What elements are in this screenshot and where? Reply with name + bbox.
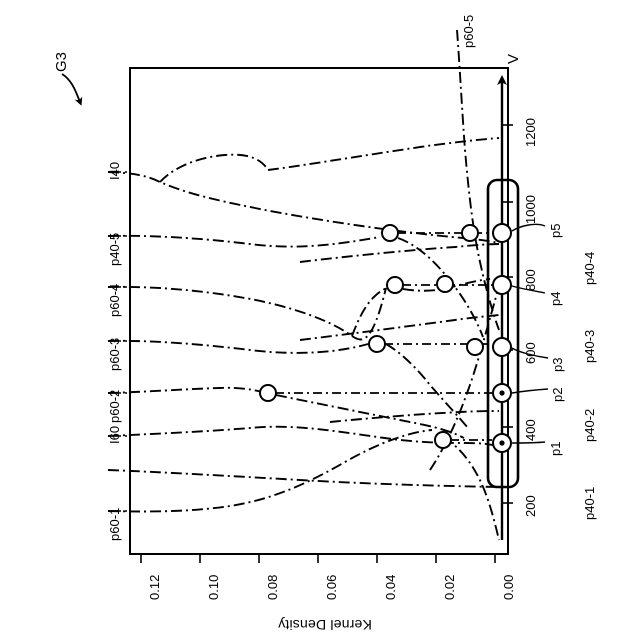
peak-markers xyxy=(259,224,484,449)
axis-marker-p1-dot xyxy=(499,440,505,446)
axis-markers xyxy=(492,223,512,453)
axis-marker-p2-dot xyxy=(499,390,505,396)
peak-value-group-box xyxy=(486,178,520,489)
axis-marker-p4 xyxy=(492,275,512,295)
curve-p60-2-r xyxy=(275,394,465,439)
curve-p60-4 xyxy=(107,285,387,341)
peak-connector-lines xyxy=(275,232,492,441)
curve-p40-5 xyxy=(107,234,381,248)
curve-I40-b xyxy=(159,153,269,183)
curve-p40-4 xyxy=(299,243,500,263)
value-tick-600: 600 xyxy=(523,342,538,364)
density-tick-6: 0.00 xyxy=(501,574,516,600)
peak-marker-p4 xyxy=(386,276,404,294)
curve-I60 xyxy=(107,425,500,448)
density-axis-ticks xyxy=(140,554,496,563)
series-label-p40-5: p40-5 xyxy=(107,232,122,266)
leader-p3 xyxy=(511,347,549,359)
peak-marker-p3b xyxy=(461,224,479,242)
g3-pointer-arrow xyxy=(61,73,83,106)
peak-label-p5: p5 xyxy=(548,223,563,238)
axis-marker-p3 xyxy=(492,337,512,357)
series-label-p60-3: p60-3 xyxy=(107,337,122,371)
value-tick-1000: 1000 xyxy=(523,195,538,224)
peak-label-p2: p2 xyxy=(550,387,565,402)
series-label-p40-3: p40-3 xyxy=(582,329,597,363)
peak-marker-p3 xyxy=(368,335,386,353)
density-tick-5: 0.02 xyxy=(442,574,457,600)
curve-p60-3 xyxy=(107,339,369,354)
leader-p4 xyxy=(511,285,546,294)
peak-marker-p5 xyxy=(381,224,399,242)
value-tick-800: 800 xyxy=(523,269,538,291)
peak-label-p4: p4 xyxy=(548,291,563,306)
density-tick-3: 0.06 xyxy=(324,574,339,600)
curve-p60-1-r xyxy=(442,436,500,541)
series-label-p60-4: p60-4 xyxy=(107,283,122,317)
figure-id-label: G3 xyxy=(53,51,70,72)
curve-p60-3-r xyxy=(385,343,469,429)
left-label-leaders xyxy=(112,171,131,512)
peak-marker-p1 xyxy=(434,431,452,449)
series-label-p60-1: p60-1 xyxy=(107,507,122,541)
value-tick-200: 200 xyxy=(523,495,538,517)
curve-I40-c xyxy=(267,137,500,171)
peak-marker-p2 xyxy=(259,384,277,402)
series-label-p40-1: p40-1 xyxy=(582,486,597,520)
curve-I40 xyxy=(107,171,500,244)
peak-label-p1: p1 xyxy=(548,441,563,456)
series-label-p40-4: p40-4 xyxy=(582,251,597,285)
curve-p40-2 xyxy=(329,410,500,423)
peak-marker-p2b xyxy=(466,338,484,356)
leader-p2 xyxy=(511,388,549,394)
curve-p60-4-s xyxy=(351,286,390,337)
curve-p40-1 xyxy=(107,469,500,488)
density-axis-title: Kernel Density xyxy=(278,617,372,633)
value-tick-400: 400 xyxy=(523,419,538,441)
density-tick-2: 0.08 xyxy=(265,574,280,600)
curve-p60-5 xyxy=(456,29,500,331)
plot-frame xyxy=(129,67,509,555)
label-leader-lines xyxy=(511,223,549,444)
leader-p1 xyxy=(511,441,546,444)
series-label-I60: I60 xyxy=(107,425,122,444)
leader-p5 xyxy=(511,223,546,232)
density-tick-0: 0.12 xyxy=(147,574,162,600)
series-label-p40-2: p40-2 xyxy=(582,408,597,442)
curve-p60-1 xyxy=(107,429,433,513)
peak-marker-p4b xyxy=(436,275,454,293)
density-tick-4: 0.04 xyxy=(383,574,398,600)
density-tick-1: 0.10 xyxy=(206,574,221,600)
value-tick-1200: 1200 xyxy=(523,118,538,147)
curve-p60-2 xyxy=(107,386,263,394)
series-label-p60-2: p60-2 xyxy=(107,389,122,423)
series-label-I40: I40 xyxy=(107,161,122,180)
value-axis-arrow-label: V xyxy=(505,53,522,64)
series-label-p60-5: p60-5 xyxy=(461,14,476,48)
peak-label-p3: p3 xyxy=(550,357,565,372)
axis-marker-p5 xyxy=(492,223,512,243)
curve-p40-3 xyxy=(299,314,500,341)
